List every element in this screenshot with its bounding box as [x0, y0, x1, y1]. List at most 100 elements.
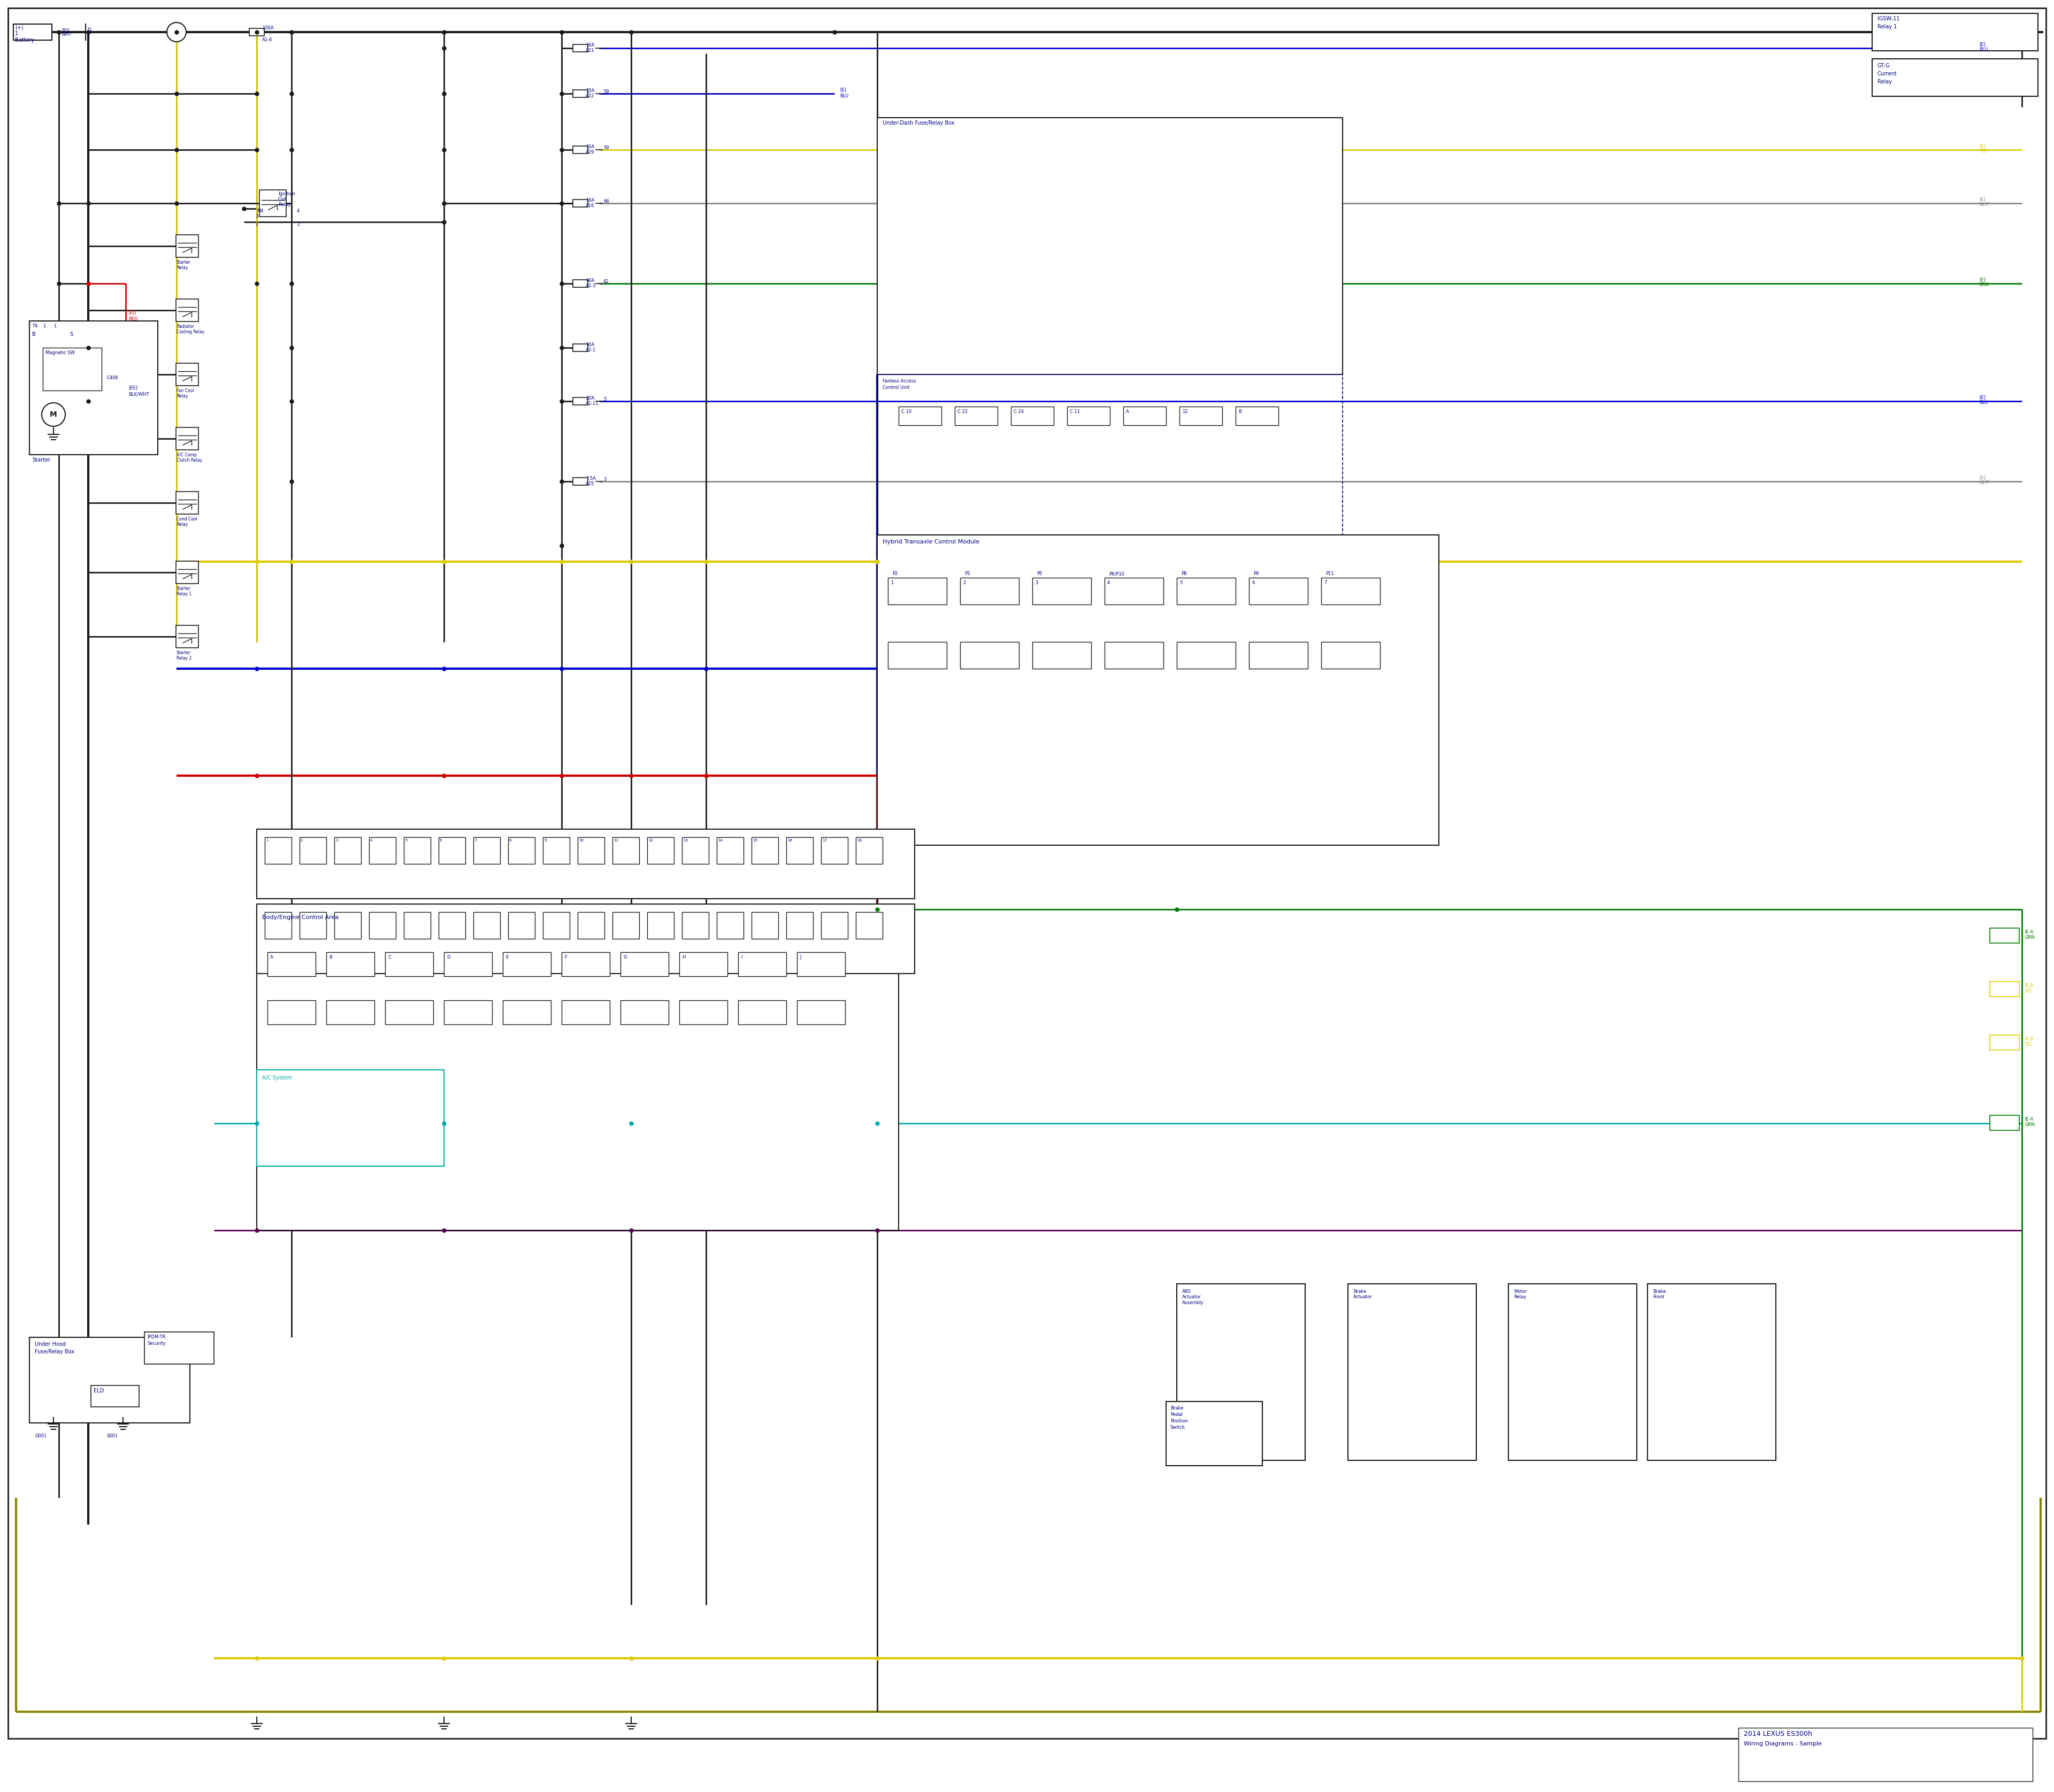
Bar: [542, 837, 569, 864]
Text: [EJ]: [EJ]: [127, 310, 136, 315]
Bar: [620, 1000, 670, 1025]
Bar: [1990, 928, 2019, 943]
Bar: [1871, 59, 2038, 97]
Bar: [14, 23, 51, 39]
Text: 9: 9: [544, 839, 546, 842]
Bar: [561, 1000, 610, 1025]
Text: YEL: YEL: [1980, 149, 1986, 154]
Text: [E]: [E]: [1980, 475, 1986, 480]
Text: 2: 2: [963, 581, 965, 586]
Bar: [1990, 1036, 2019, 1050]
Text: Body/Engine Control Area: Body/Engine Control Area: [263, 914, 339, 919]
Text: ABS
Actuator
Assembly: ABS Actuator Assembly: [1183, 1288, 1204, 1305]
Text: A29: A29: [585, 151, 594, 154]
Bar: [857, 912, 883, 939]
Bar: [300, 912, 327, 939]
Text: Hybrid Transaxle Control Module: Hybrid Transaxle Control Module: [883, 539, 980, 545]
Text: [EE]: [EE]: [127, 385, 138, 391]
Text: A/C System: A/C System: [263, 1075, 292, 1081]
Bar: [822, 912, 848, 939]
Text: 15: 15: [752, 839, 758, 842]
Text: Wiring Diagrams - Sample: Wiring Diagrams - Sample: [1744, 1742, 1822, 1747]
Bar: [577, 912, 604, 939]
Bar: [257, 903, 914, 973]
Text: 3: 3: [255, 213, 259, 219]
Bar: [177, 364, 199, 385]
Bar: [573, 280, 587, 287]
Text: P2: P2: [891, 572, 898, 575]
Bar: [1124, 407, 1167, 425]
Bar: [386, 952, 433, 977]
Text: S001: S001: [107, 1434, 119, 1439]
Bar: [1177, 642, 1237, 668]
Bar: [857, 837, 883, 864]
Text: F: F: [565, 955, 567, 961]
Bar: [177, 625, 199, 647]
Bar: [327, 1000, 374, 1025]
Text: C 24: C 24: [1013, 409, 1023, 414]
Text: P11: P11: [1325, 572, 1333, 575]
Text: [E]: [E]: [1980, 394, 1986, 400]
Text: BLK/WHT: BLK/WHT: [127, 392, 150, 396]
Text: C 22: C 22: [957, 409, 967, 414]
Bar: [680, 1000, 727, 1025]
Text: 4: 4: [1107, 581, 1109, 586]
Text: 12: 12: [1183, 409, 1187, 414]
Bar: [259, 190, 286, 217]
Text: 7.5A: 7.5A: [585, 477, 596, 480]
Text: Under Hood: Under Hood: [35, 1342, 66, 1348]
Text: 5: 5: [604, 396, 606, 401]
Text: 3: 3: [604, 477, 606, 482]
Bar: [43, 348, 101, 391]
Text: M: M: [49, 410, 58, 418]
Text: Battery: Battery: [14, 38, 35, 43]
Bar: [1105, 577, 1163, 604]
Text: Magnetic SW: Magnetic SW: [45, 351, 74, 355]
Text: 14: 14: [717, 839, 723, 842]
Bar: [335, 837, 362, 864]
Bar: [405, 837, 431, 864]
Text: 4: 4: [298, 208, 300, 213]
Bar: [612, 912, 639, 939]
Text: Starter
Relay 1: Starter Relay 1: [177, 586, 191, 597]
Bar: [29, 321, 158, 455]
Bar: [1033, 577, 1091, 604]
Text: 100A: 100A: [263, 25, 273, 30]
Text: C 11: C 11: [1070, 409, 1080, 414]
Bar: [573, 145, 587, 154]
Text: G: G: [622, 955, 626, 961]
Bar: [682, 912, 709, 939]
Bar: [717, 837, 744, 864]
Text: 6: 6: [440, 839, 442, 842]
Bar: [177, 491, 199, 514]
Text: G001: G001: [35, 1434, 47, 1439]
Text: 60A: 60A: [585, 278, 594, 283]
Bar: [887, 642, 947, 668]
Text: [E]: [E]: [1980, 278, 1986, 281]
Text: D: D: [446, 955, 450, 961]
Text: GT-G: GT-G: [1877, 63, 1890, 68]
Text: A22: A22: [585, 93, 594, 99]
Text: [E]: [E]: [1980, 197, 1986, 202]
Bar: [717, 912, 744, 939]
Text: BLU: BLU: [1980, 47, 1988, 52]
Text: IE-A
GRN: IE-A GRN: [2025, 1116, 2036, 1127]
Text: ELD: ELD: [94, 1389, 105, 1394]
Bar: [257, 830, 914, 898]
Text: A1-6: A1-6: [263, 38, 273, 43]
Text: B: B: [1239, 409, 1241, 414]
Bar: [327, 952, 374, 977]
Bar: [573, 45, 587, 52]
Bar: [573, 478, 587, 486]
Bar: [405, 912, 431, 939]
Text: 11: 11: [614, 839, 618, 842]
Bar: [877, 118, 1343, 375]
Bar: [1738, 1727, 2033, 1781]
Text: P5: P5: [1037, 572, 1041, 575]
Bar: [822, 837, 848, 864]
Text: IE-B
YEL: IE-B YEL: [2025, 984, 2033, 993]
Bar: [507, 837, 534, 864]
Bar: [612, 837, 639, 864]
Bar: [573, 199, 587, 208]
Bar: [877, 375, 1343, 550]
